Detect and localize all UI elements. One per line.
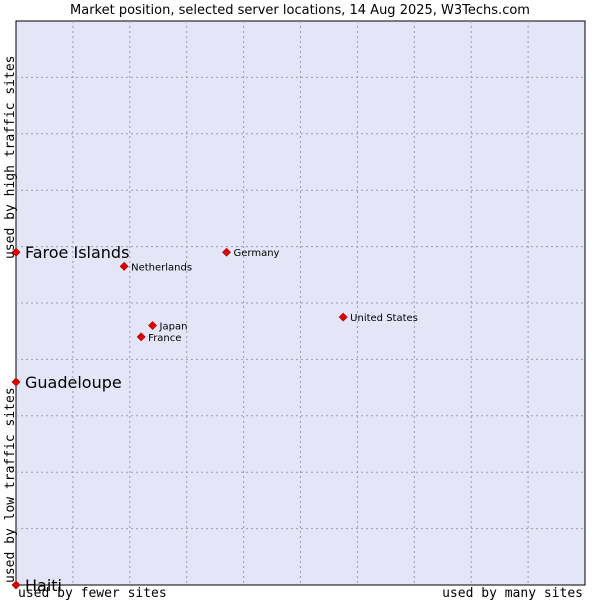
data-label-netherlands: Netherlands <box>131 262 192 273</box>
data-label-united-states: United States <box>350 313 418 324</box>
data-point-japan <box>148 321 157 330</box>
x-axis-label-low: used by fewer sites <box>18 586 167 600</box>
data-point-germany <box>222 247 231 257</box>
data-label-haiti: Haiti <box>25 576 62 595</box>
data-point-united-states <box>338 312 348 322</box>
points-layer: Faroe Islands Guadeloupe Haiti Germany Nethe… <box>11 243 418 595</box>
data-point-faroe-islands <box>11 247 21 257</box>
data-label-faroe-islands: Faroe Islands <box>25 243 129 262</box>
y-axis-label-low: used by low traffic sites <box>3 387 18 583</box>
data-label-guadeloupe: Guadeloupe <box>25 373 122 392</box>
chart-title: Market position, selected server locatio… <box>70 3 530 18</box>
data-point-haiti <box>11 580 21 590</box>
data-point-guadeloupe <box>11 377 21 387</box>
data-point-netherlands <box>119 261 129 271</box>
grid-lines <box>16 21 585 585</box>
data-label-germany: Germany <box>234 248 280 259</box>
x-axis-label-high: used by many sites <box>442 586 583 600</box>
y-axis-label-high: used by high traffic sites <box>3 56 18 260</box>
data-label-japan: Japan <box>159 322 188 333</box>
data-point-france <box>136 332 146 342</box>
data-label-france: France <box>148 333 181 344</box>
